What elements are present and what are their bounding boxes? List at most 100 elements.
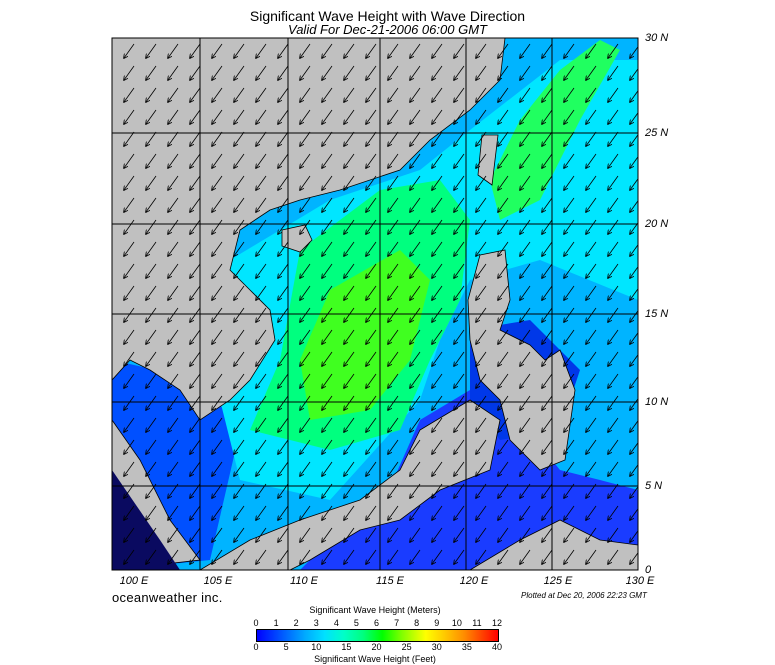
wave-arrow bbox=[344, 109, 355, 124]
wave-arrow bbox=[146, 219, 157, 234]
wave-arrow bbox=[498, 461, 509, 476]
wave-arrow bbox=[212, 197, 223, 212]
wave-arrow bbox=[608, 87, 619, 102]
wave-arrow bbox=[586, 131, 597, 146]
wave-arrow bbox=[432, 439, 443, 454]
lat-label-10n: 10 N bbox=[645, 396, 669, 408]
wave-arrow bbox=[498, 329, 509, 344]
wave-arrow bbox=[564, 197, 575, 212]
wave-arrow bbox=[498, 505, 509, 520]
wave-arrow bbox=[432, 395, 443, 410]
wave-arrow bbox=[190, 285, 201, 300]
wave-arrow bbox=[322, 219, 333, 234]
wave-arrow bbox=[278, 461, 289, 476]
wave-arrow bbox=[586, 153, 597, 168]
wave-arrow bbox=[388, 219, 399, 234]
legend-meter-tick: 10 bbox=[451, 618, 462, 628]
wave-arrow bbox=[498, 43, 509, 58]
wave-arrow bbox=[124, 439, 135, 454]
wave-arrow bbox=[168, 307, 179, 322]
wave-arrow bbox=[366, 153, 377, 168]
wave-arrow bbox=[586, 109, 597, 124]
wave-arrow bbox=[366, 329, 377, 344]
wave-arrow bbox=[476, 131, 487, 146]
wave-arrow bbox=[564, 527, 575, 542]
wave-arrow bbox=[410, 285, 421, 300]
wave-arrow bbox=[498, 263, 509, 278]
wave-arrow bbox=[256, 549, 267, 564]
wave-arrow bbox=[168, 87, 179, 102]
wave-arrow bbox=[520, 395, 531, 410]
wave-arrow bbox=[630, 288, 638, 300]
wave-arrow bbox=[190, 43, 201, 58]
wave-arrow bbox=[168, 373, 179, 388]
wave-arrow bbox=[366, 483, 377, 498]
wave-arrow bbox=[124, 197, 135, 212]
wave-arrow bbox=[366, 461, 377, 476]
wave-arrow bbox=[190, 351, 201, 366]
wave-arrow bbox=[234, 285, 245, 300]
wave-arrow bbox=[300, 263, 311, 278]
wave-arrow bbox=[300, 285, 311, 300]
wave-arrow bbox=[608, 65, 619, 80]
wave-arrow bbox=[146, 175, 157, 190]
wave-arrow bbox=[432, 241, 443, 256]
wave-arrow bbox=[476, 527, 487, 542]
wave-arrow bbox=[454, 307, 465, 322]
wave-arrow bbox=[234, 65, 245, 80]
wave-arrow bbox=[234, 43, 245, 58]
wave-arrow bbox=[344, 65, 355, 80]
wave-arrow bbox=[212, 241, 223, 256]
wave-arrow bbox=[630, 112, 638, 124]
wave-arrow bbox=[234, 329, 245, 344]
wave-arrow bbox=[190, 197, 201, 212]
wave-arrow bbox=[410, 43, 421, 58]
wave-arrow bbox=[300, 131, 311, 146]
plotted-timestamp: Plotted at Dec 20, 2006 22:23 GMT bbox=[521, 591, 647, 600]
wave-arrow bbox=[212, 263, 223, 278]
wave-arrow bbox=[256, 219, 267, 234]
wave-arrow bbox=[256, 43, 267, 58]
wave-arrow bbox=[454, 43, 465, 58]
wave-arrow bbox=[388, 241, 399, 256]
wave-arrow bbox=[498, 219, 509, 234]
peak-wave-zone bbox=[300, 250, 430, 420]
wave-arrow bbox=[498, 241, 509, 256]
wave-arrow bbox=[564, 439, 575, 454]
wave-arrow bbox=[586, 197, 597, 212]
wave-arrow bbox=[168, 329, 179, 344]
wave-arrow bbox=[564, 505, 575, 520]
wave-arrow bbox=[432, 351, 443, 366]
wave-arrow bbox=[630, 68, 638, 80]
wave-arrow bbox=[300, 87, 311, 102]
wave-arrow bbox=[608, 461, 619, 476]
wave-arrow bbox=[476, 153, 487, 168]
wave-arrow bbox=[520, 329, 531, 344]
wave-arrow bbox=[344, 483, 355, 498]
wave-arrow bbox=[278, 241, 289, 256]
wave-arrow bbox=[388, 417, 399, 432]
wave-arrow bbox=[212, 219, 223, 234]
wave-arrow bbox=[300, 153, 311, 168]
wave-arrow bbox=[454, 329, 465, 344]
wave-arrow bbox=[476, 307, 487, 322]
lon-label-130e: 130 E bbox=[625, 575, 655, 587]
wave-arrow bbox=[388, 329, 399, 344]
wave-arrow bbox=[212, 439, 223, 454]
wave-arrow bbox=[322, 527, 333, 542]
wave-arrow bbox=[366, 285, 377, 300]
wave-arrow bbox=[256, 131, 267, 146]
wave-arrow bbox=[586, 461, 597, 476]
wave-arrow bbox=[366, 241, 377, 256]
wave-arrow bbox=[256, 373, 267, 388]
wave-arrow bbox=[366, 373, 377, 388]
wave-arrow bbox=[498, 439, 509, 454]
wave-arrow bbox=[168, 109, 179, 124]
wave-arrow bbox=[542, 373, 553, 388]
wave-arrow bbox=[608, 527, 619, 542]
wave-arrow bbox=[388, 263, 399, 278]
wave-arrow bbox=[476, 87, 487, 102]
wave-arrow bbox=[256, 87, 267, 102]
wave-arrow bbox=[234, 175, 245, 190]
wave-arrow bbox=[388, 87, 399, 102]
